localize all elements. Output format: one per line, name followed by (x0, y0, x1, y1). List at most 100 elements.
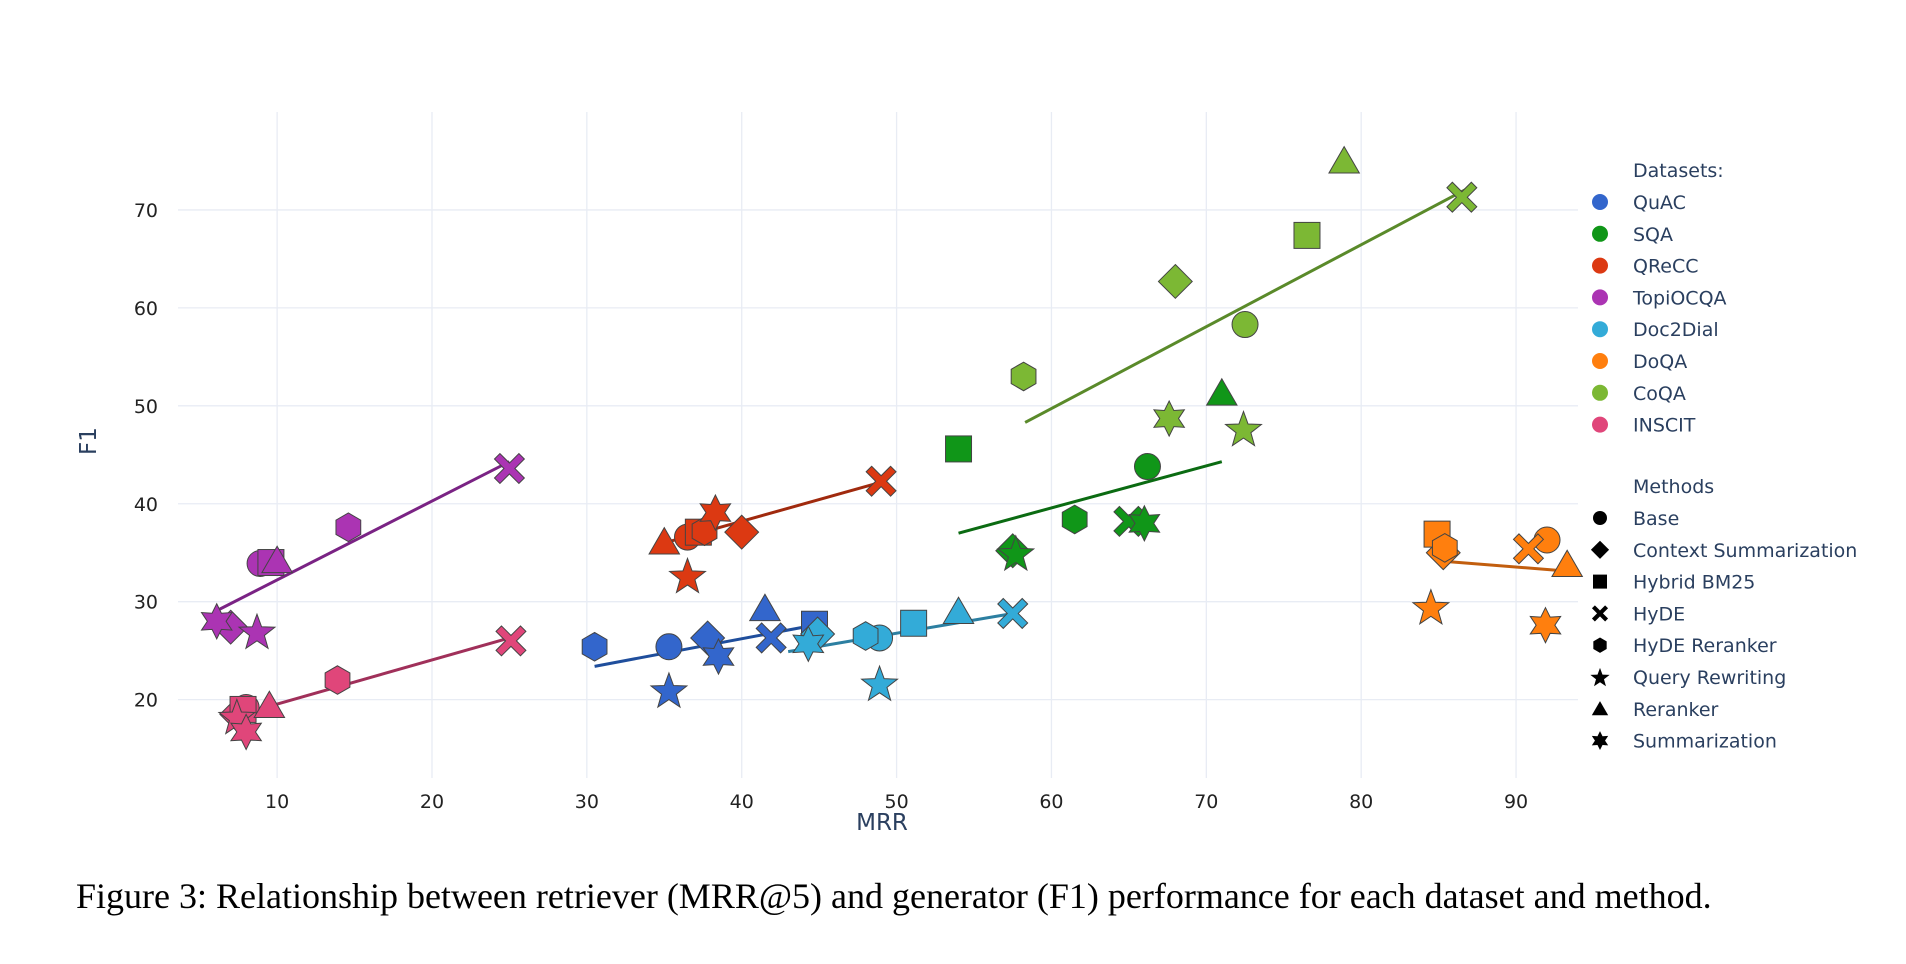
legend-symbol-star (1590, 667, 1610, 687)
point-qrecc-query-rewriting (668, 556, 707, 594)
legend-swatch-inscit (1592, 416, 1608, 433)
point-doc2dial-summarization (792, 625, 825, 663)
point-inscit-summarization (229, 713, 263, 751)
point-sqa-reranker (1205, 377, 1238, 406)
legend-datasets-title: Datasets: (1633, 160, 1724, 182)
legend-label-method: Context Summarization (1633, 540, 1857, 562)
point-doqa-reranker (1551, 549, 1584, 578)
y-tick-label: 60 (134, 298, 158, 320)
legend-symbol-triangle-up (1591, 701, 1609, 716)
x-tick-label: 40 (730, 791, 754, 813)
point-coqa-hyde-reranker (1010, 361, 1037, 392)
legend-label-inscit: INSCIT (1633, 415, 1696, 437)
legend-label-coqa: CoQA (1633, 383, 1686, 405)
y-axis-title: F1 (76, 427, 102, 455)
y-tick-label: 20 (134, 690, 158, 712)
legend-swatch-topiocqa (1592, 289, 1608, 306)
x-tick-label: 10 (265, 791, 289, 813)
legend-swatch-sqa (1592, 225, 1608, 242)
point-doc2dial-reranker (942, 596, 975, 625)
trend-line-coqa (1024, 186, 1471, 424)
point-qrecc-context-summarization (724, 514, 760, 550)
trend-line-sqa (958, 460, 1223, 535)
legend-swatch-doc2dial (1592, 321, 1608, 338)
trend-line-doqa (1435, 559, 1571, 573)
legend-label-method: Summarization (1633, 731, 1777, 753)
x-tick-label: 30 (575, 791, 599, 813)
data-points (200, 145, 1584, 751)
legend-symbol-x (1591, 605, 1609, 622)
point-sqa-hybrid-bm25 (945, 435, 973, 463)
x-tick-label: 70 (1194, 791, 1218, 813)
y-tick-label: 40 (134, 494, 158, 516)
point-topiocqa-hyde (493, 452, 526, 485)
legend-label-qrecc: QReCC (1633, 256, 1699, 278)
point-doqa-hyde-reranker (1431, 532, 1458, 563)
point-topiocqa-query-rewriting (237, 612, 277, 650)
legend-label-quac: QuAC (1633, 192, 1686, 214)
legend-swatch-quac (1592, 194, 1608, 210)
legend: Datasets: QuAC SQA QReCC TopiOCQA Doc2Dial DoQ… (1590, 160, 1857, 753)
point-doqa-query-rewriting (1411, 588, 1451, 626)
point-quac-summarization (702, 637, 735, 676)
point-sqa-hyde-reranker (1061, 504, 1088, 535)
legend-symbol-circle (1593, 511, 1607, 525)
point-quac-hyde-reranker (581, 631, 608, 662)
point-sqa-summarization (1128, 504, 1161, 543)
legend-label-method: Query Rewriting (1633, 667, 1786, 689)
point-topiocqa-reranker (261, 545, 294, 574)
legend-label-method: HyDE Reranker (1633, 635, 1777, 657)
point-doc2dial-hyde-reranker (852, 621, 879, 651)
y-tick-label: 70 (134, 200, 158, 222)
legend-symbol-star-six (1591, 731, 1609, 751)
point-qrecc-summarization (699, 493, 732, 532)
figure-caption: Figure 3: Relationship between retriever… (76, 876, 1712, 916)
legend-methods-title: Methods (1633, 476, 1714, 498)
point-coqa-hyde (1446, 181, 1478, 213)
point-inscit-hyde-reranker (324, 665, 351, 695)
point-quac-reranker (748, 593, 782, 622)
x-tick-label: 60 (1039, 791, 1063, 813)
point-coqa-summarization (1152, 399, 1186, 438)
grid-layer (178, 112, 1578, 778)
point-quac-query-rewriting (649, 671, 689, 709)
legend-label-sqa: SQA (1633, 224, 1673, 246)
point-doqa-hyde (1512, 533, 1545, 565)
point-doc2dial-hyde (997, 597, 1029, 630)
point-coqa-context-summarization (1157, 263, 1193, 300)
x-tick-label: 80 (1349, 791, 1373, 813)
legend-label-doqa: DoQA (1633, 351, 1687, 373)
point-inscit-reranker (253, 690, 286, 719)
legend-swatch-qrecc (1592, 257, 1608, 274)
x-tick-label: 90 (1504, 791, 1528, 813)
point-coqa-reranker (1328, 145, 1361, 174)
legend-symbol-square (1593, 574, 1607, 589)
trend-line-topiocqa (214, 460, 511, 613)
legend-swatch-doqa (1592, 353, 1608, 369)
point-coqa-query-rewriting (1224, 410, 1263, 447)
point-doc2dial-query-rewriting (860, 664, 899, 702)
point-quac-base (655, 633, 683, 661)
point-quac-hyde (755, 622, 787, 654)
legend-swatch-coqa (1592, 384, 1608, 401)
legend-label-method: Reranker (1633, 699, 1719, 721)
legend-label-method: HyDE (1633, 603, 1685, 625)
point-doc2dial-hybrid-bm25 (900, 609, 928, 637)
point-coqa-base (1231, 311, 1259, 339)
legend-symbol-hexagon (1593, 637, 1607, 653)
axis-ticks: 10 20 30 40 50 60 70 80 90 20 30 40 50 60 70 (134, 200, 1528, 813)
x-tick-label: 20 (420, 791, 444, 813)
point-qrecc-hyde (865, 465, 897, 497)
y-tick-label: 30 (134, 592, 158, 614)
x-axis-title: MRR (856, 810, 908, 836)
point-qrecc-reranker (648, 526, 681, 555)
legend-label-doc2dial: Doc2Dial (1633, 319, 1719, 341)
legend-label-topiocqa: TopiOCQA (1632, 287, 1727, 309)
point-topiocqa-summarization (200, 602, 233, 640)
legend-label-method: Base (1633, 508, 1679, 530)
legend-symbol-diamond (1590, 540, 1610, 559)
point-coqa-hybrid-bm25 (1293, 221, 1321, 249)
point-sqa-query-rewriting (996, 534, 1036, 572)
trend-lines (214, 186, 1571, 719)
